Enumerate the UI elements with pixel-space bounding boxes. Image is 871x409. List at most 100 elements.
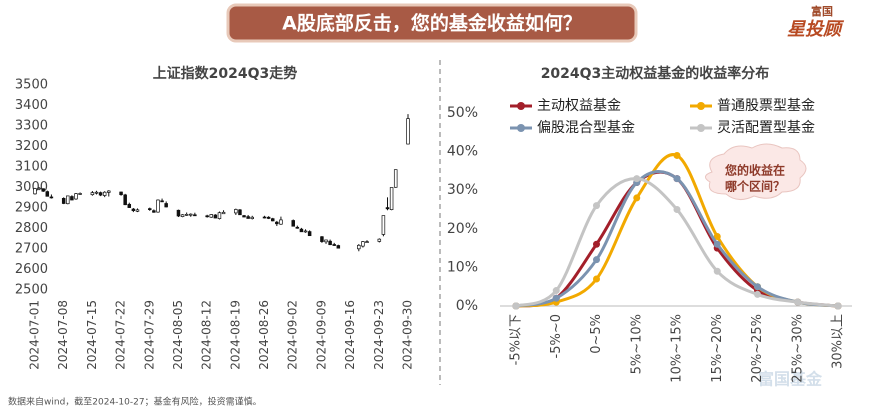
candle-body bbox=[189, 213, 193, 216]
legend-marker bbox=[517, 124, 525, 132]
y-tick-label: 3300 bbox=[15, 119, 48, 134]
candle-body bbox=[242, 215, 246, 218]
legend-marker bbox=[697, 102, 705, 110]
x-tick-label: 2024-09-02 bbox=[286, 300, 300, 370]
candle-body bbox=[94, 191, 99, 194]
candle-body bbox=[406, 118, 410, 145]
candle-body bbox=[45, 191, 50, 197]
candle-body bbox=[385, 207, 390, 210]
candle-body bbox=[332, 244, 336, 246]
candle-body bbox=[295, 226, 300, 229]
x-tick-label: 20%~25% bbox=[750, 314, 765, 383]
candle-body bbox=[291, 220, 295, 227]
candle-body bbox=[320, 236, 324, 242]
y-tick-label: 10% bbox=[447, 259, 478, 275]
candle-body bbox=[160, 200, 164, 203]
legend-label: 偏股混合型基金 bbox=[537, 119, 635, 136]
series-line bbox=[515, 177, 839, 308]
point bbox=[552, 294, 560, 302]
title-banner bbox=[226, 3, 638, 43]
callout: 哪个区间？ bbox=[725, 179, 785, 194]
candle-body bbox=[90, 192, 95, 196]
candle-body bbox=[266, 216, 271, 219]
candle-body bbox=[180, 214, 185, 217]
candle-body bbox=[336, 245, 341, 249]
y-tick-label: 50% bbox=[447, 105, 478, 121]
candle-body bbox=[238, 209, 242, 216]
candle-body bbox=[61, 198, 66, 204]
point bbox=[754, 290, 761, 298]
x-tick-label: 2024-07-08 bbox=[56, 300, 70, 370]
point bbox=[512, 302, 520, 310]
x-tick-label: 2024-08-19 bbox=[228, 300, 242, 370]
x-tick-label: 25%~30% bbox=[790, 314, 805, 383]
logo-top: 富国 bbox=[811, 4, 833, 18]
candle-body bbox=[164, 203, 168, 208]
x-tick-label: 2024-08-05 bbox=[171, 300, 185, 370]
x-tick-label: 2024-09-16 bbox=[343, 300, 357, 370]
candle-body bbox=[377, 238, 382, 242]
candle-body bbox=[131, 208, 136, 212]
point bbox=[673, 206, 681, 213]
candle-body bbox=[279, 219, 283, 225]
y-tick-label: 3200 bbox=[15, 139, 48, 154]
logo-brand: 星投顾 bbox=[787, 19, 845, 40]
point bbox=[552, 287, 560, 295]
page-title: A股底部反击，您的基金收益如何？ bbox=[282, 12, 582, 35]
x-tick-label: 5%~10% bbox=[629, 314, 644, 374]
watermark: 富国基金 bbox=[758, 370, 823, 389]
candle-body bbox=[389, 187, 394, 210]
y-tick-label: 0% bbox=[456, 298, 478, 314]
candle-body bbox=[246, 216, 250, 219]
candle-body bbox=[361, 241, 365, 247]
candle-body bbox=[275, 221, 279, 225]
candle-body bbox=[66, 195, 70, 205]
candle-body bbox=[365, 241, 369, 243]
legend-label: 普通股票型基金 bbox=[717, 97, 815, 114]
series-line bbox=[515, 170, 839, 308]
point bbox=[673, 151, 681, 159]
x-tick-label: 15%~20% bbox=[710, 314, 725, 383]
point bbox=[713, 240, 721, 248]
candle-body bbox=[135, 209, 140, 212]
x-tick-label: 30%以上 bbox=[831, 314, 846, 369]
candle-body bbox=[234, 209, 238, 214]
point bbox=[633, 175, 641, 183]
y-tick-label: 2500 bbox=[15, 283, 48, 298]
x-tick-label: -5%~0 bbox=[549, 314, 564, 358]
candle-body bbox=[148, 208, 152, 210]
legend-marker bbox=[697, 124, 705, 132]
candle-body bbox=[70, 196, 74, 201]
point bbox=[633, 194, 641, 202]
y-tick-label: 40% bbox=[447, 144, 478, 160]
candle-body bbox=[324, 239, 328, 243]
y-tick-label: 2700 bbox=[15, 242, 48, 257]
candle-body bbox=[307, 231, 312, 237]
candle-body bbox=[250, 216, 254, 220]
point bbox=[794, 298, 802, 306]
candle-body bbox=[74, 193, 78, 200]
candle-body bbox=[119, 191, 123, 196]
point bbox=[593, 275, 600, 283]
legend-label: 灵活配置型基金 bbox=[717, 119, 815, 136]
candle-body bbox=[49, 196, 54, 199]
candle-body bbox=[33, 188, 37, 195]
candle-body bbox=[78, 193, 82, 195]
candle-body bbox=[37, 187, 41, 190]
point bbox=[834, 302, 842, 310]
x-tick-label: 2024-07-29 bbox=[142, 300, 156, 370]
candle-body bbox=[209, 214, 214, 218]
y-tick-label: 2900 bbox=[15, 201, 48, 216]
callout: 您的收益在 bbox=[725, 163, 785, 178]
y-tick-label: 2600 bbox=[15, 262, 48, 277]
candle-body bbox=[303, 230, 308, 233]
candle-body bbox=[213, 214, 218, 219]
candle-body bbox=[184, 214, 189, 216]
candle-body bbox=[270, 218, 275, 222]
chart-title: 上证指数2024Q3走势 bbox=[153, 65, 298, 82]
point bbox=[754, 283, 761, 291]
point bbox=[593, 240, 600, 248]
x-tick-label: -5%以下 bbox=[509, 314, 524, 365]
